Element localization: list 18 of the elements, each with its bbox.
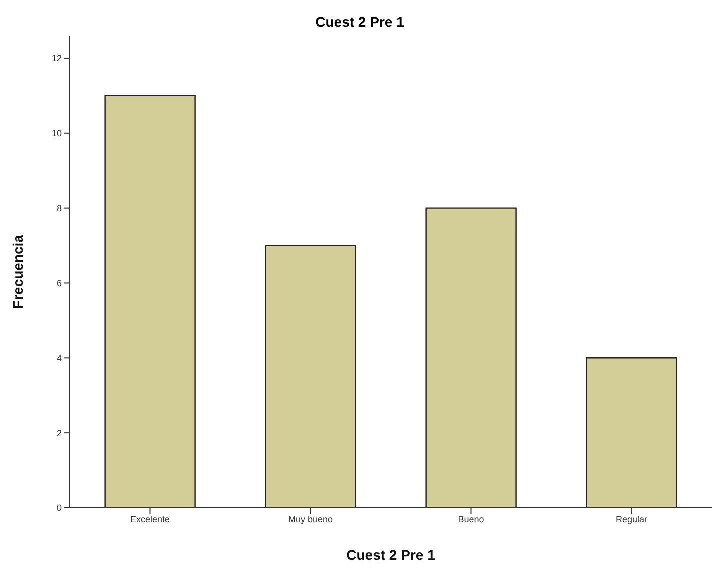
- bar: [265, 245, 356, 508]
- y-tick-label: 10: [52, 128, 62, 139]
- bar: [586, 358, 678, 508]
- x-tick-label: Bueno: [458, 514, 484, 524]
- y-tick-label: 6: [56, 278, 62, 288]
- y-tick-label: 12: [52, 54, 62, 64]
- x-tick-label: Excelente: [130, 514, 170, 524]
- y-tick-label: 8: [56, 204, 62, 214]
- bar: [104, 95, 196, 508]
- x-tick-label: Regular: [616, 514, 648, 524]
- x-tick-label: Muy bueno: [288, 514, 334, 524]
- x-axis-title: Cuest 2 Pre 1: [346, 547, 436, 563]
- y-axis-title: Frecuencia: [10, 234, 26, 309]
- bar: [426, 208, 517, 508]
- y-tick-label: 0: [56, 503, 62, 514]
- y-tick-label: 2: [56, 428, 62, 438]
- chart-title: Cuest 2 Pre 1: [314, 14, 406, 30]
- y-tick-label: 4: [56, 353, 62, 364]
